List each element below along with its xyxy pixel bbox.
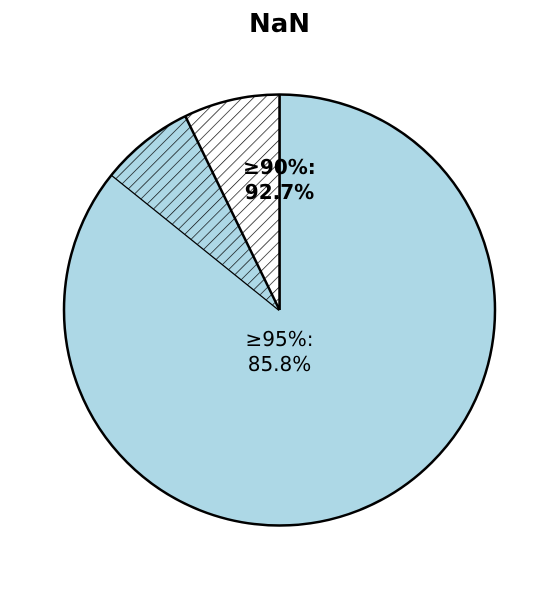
slice-label-0-line-1: 85.8%	[248, 352, 312, 376]
slice-label-0: ≥95%: 85.8%	[246, 327, 314, 376]
slice-label-2: ≥90%: 92.7%	[243, 155, 316, 204]
slice-labels: ≥95%: 85.8% ≥90%: 92.7%	[243, 155, 316, 376]
chart-title: NaN	[249, 9, 310, 39]
slice-edge-2-0	[184, 115, 281, 311]
pie-slice-1-hatch	[111, 116, 280, 311]
slice-label-2-line-0: ≥90%:	[243, 155, 316, 179]
pie-outline	[62, 93, 497, 527]
slice-label-2-line-1: 92.7%	[245, 180, 314, 204]
pie-slices	[63, 94, 495, 526]
pie-slice-2-hatch	[185, 94, 280, 310]
slice-label-0-line-0: ≥95%:	[246, 327, 314, 351]
